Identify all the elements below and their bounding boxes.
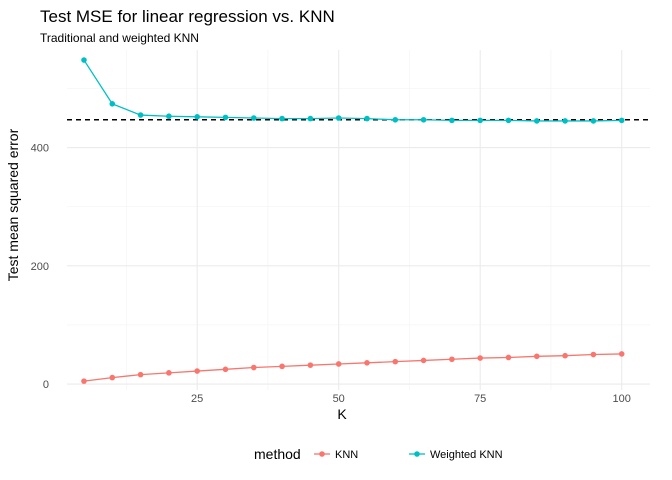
point-weighted-knn bbox=[137, 112, 144, 118]
legend-key-point-knn bbox=[319, 451, 325, 457]
point-weighted-knn bbox=[81, 57, 87, 63]
point-knn bbox=[194, 368, 200, 374]
point-weighted-knn bbox=[420, 116, 427, 123]
y-tick-label: 200 bbox=[31, 261, 49, 273]
point-weighted-knn bbox=[364, 115, 370, 122]
point-knn bbox=[420, 357, 427, 364]
point-knn bbox=[533, 353, 540, 360]
series-group bbox=[81, 57, 625, 384]
point-knn bbox=[618, 351, 625, 357]
point-knn bbox=[137, 371, 144, 378]
point-knn bbox=[81, 378, 87, 384]
y-tick-label: 0 bbox=[43, 379, 49, 391]
chart-subtitle: Traditional and weighted KNN bbox=[40, 31, 199, 45]
y-axis-title: Test mean squared error bbox=[5, 128, 21, 281]
tick-labels: 25 50 75 100 0 200 400 bbox=[31, 143, 631, 405]
point-knn bbox=[364, 360, 370, 366]
y-tick-label: 400 bbox=[31, 143, 49, 155]
point-weighted-knn bbox=[307, 115, 314, 122]
point-knn bbox=[449, 356, 455, 363]
point-weighted-knn bbox=[166, 113, 172, 120]
x-tick-label: 25 bbox=[191, 393, 203, 405]
point-weighted-knn bbox=[562, 118, 568, 124]
series-line-knn bbox=[83, 353, 622, 382]
legend-key-point-weighted-knn bbox=[414, 451, 420, 457]
plot-grid bbox=[67, 50, 650, 390]
point-knn bbox=[335, 361, 342, 367]
point-knn bbox=[307, 362, 314, 368]
point-knn bbox=[477, 355, 483, 361]
point-weighted-knn bbox=[222, 114, 229, 121]
point-knn bbox=[109, 374, 116, 381]
point-weighted-knn bbox=[477, 117, 483, 124]
legend-label-knn: KNN bbox=[335, 449, 358, 461]
x-tick-label: 50 bbox=[333, 393, 345, 405]
point-weighted-knn bbox=[335, 115, 342, 121]
point-weighted-knn bbox=[109, 101, 116, 107]
x-tick-label: 75 bbox=[474, 393, 486, 405]
legend-title: method bbox=[254, 446, 301, 462]
legend-label-weighted-knn: Weighted KNN bbox=[430, 449, 503, 461]
point-weighted-knn bbox=[250, 115, 257, 121]
point-knn bbox=[279, 363, 285, 370]
point-weighted-knn bbox=[618, 117, 625, 124]
legend: method KNN Weighted KNN bbox=[254, 446, 503, 462]
x-tick-label: 100 bbox=[613, 393, 631, 405]
series-line-weighted-knn bbox=[83, 59, 622, 122]
point-knn bbox=[392, 358, 399, 365]
point-weighted-knn bbox=[279, 115, 285, 122]
point-weighted-knn bbox=[533, 118, 540, 124]
point-weighted-knn bbox=[505, 117, 512, 124]
point-knn bbox=[562, 352, 568, 359]
point-weighted-knn bbox=[392, 116, 399, 123]
x-axis-title: K bbox=[337, 406, 347, 422]
point-knn bbox=[505, 354, 512, 361]
point-knn bbox=[250, 364, 257, 371]
point-weighted-knn bbox=[449, 117, 455, 124]
point-knn bbox=[590, 351, 597, 358]
point-knn bbox=[166, 370, 172, 376]
chart-title: Test MSE for linear regression vs. KNN bbox=[40, 7, 335, 26]
point-knn bbox=[222, 366, 229, 373]
point-weighted-knn bbox=[194, 114, 200, 120]
point-weighted-knn bbox=[590, 118, 597, 124]
